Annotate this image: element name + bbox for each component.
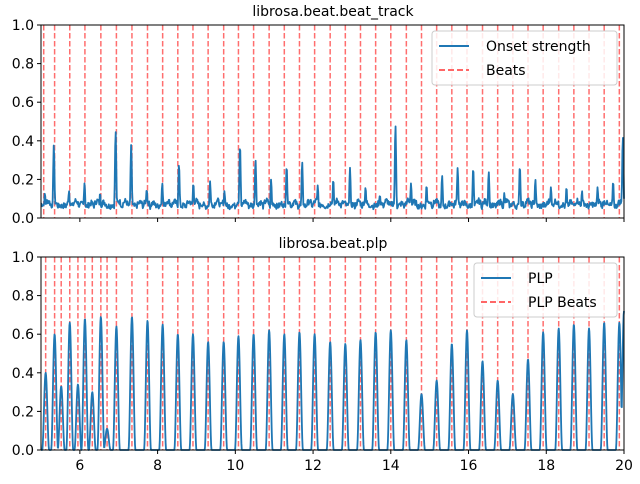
x-tick-label: 14 — [382, 458, 400, 474]
plp-panel: librosa.beat.plp 0.0 0.2 0.4 0.6 0.8 1.0 6 8 10… — [12, 236, 633, 474]
legend: Onset strength Beats — [431, 30, 618, 86]
x-tick-label: 10 — [226, 458, 244, 474]
legend-box — [473, 262, 618, 318]
y-tick-label: 0.0 — [12, 211, 34, 227]
y-tick-label: 0.8 — [12, 289, 34, 305]
y-tick-label: 0.4 — [12, 366, 34, 382]
y-tick-label: 0.0 — [12, 443, 34, 459]
y-tick-label: 0.2 — [12, 404, 34, 420]
onset-strength-line — [40, 125, 625, 211]
legend-label-beats: Beats — [486, 63, 526, 79]
y-tick-label: 0.2 — [12, 172, 34, 188]
x-tick-label: 18 — [537, 458, 555, 474]
panel-title: librosa.beat.plp — [279, 236, 388, 252]
plot-area-frame — [40, 24, 625, 219]
y-tick-label: 0.4 — [12, 134, 34, 150]
panel-title: librosa.beat.beat_track — [252, 4, 414, 20]
y-axis: 0.0 0.2 0.4 0.6 0.8 1.0 — [12, 250, 41, 459]
y-axis: 0.0 0.2 0.4 0.6 0.8 1.0 — [12, 18, 41, 227]
y-tick-label: 1.0 — [12, 250, 34, 266]
x-axis — [79, 218, 625, 222]
plot-area-frame — [40, 256, 625, 451]
x-tick-label: 12 — [304, 458, 322, 474]
y-tick-label: 0.8 — [12, 57, 34, 73]
legend-label-plp-beats: PLP Beats — [528, 295, 597, 311]
y-tick-label: 0.6 — [12, 327, 34, 343]
x-tick-label: 20 — [615, 458, 633, 474]
legend: PLP PLP Beats — [473, 262, 618, 318]
x-tick-label: 6 — [75, 458, 84, 474]
x-axis: 6 8 10 12 14 16 18 20 — [75, 450, 633, 474]
onset-strength-line-group — [40, 125, 625, 211]
legend-label-onset: Onset strength — [486, 39, 591, 55]
legend-label-plp: PLP — [528, 271, 553, 287]
x-tick-label: 8 — [153, 458, 162, 474]
y-tick-label: 0.6 — [12, 95, 34, 111]
x-tick-label: 16 — [460, 458, 478, 474]
onset-strength-panel: librosa.beat.beat_track 0.0 0.2 0.4 0.6 0.8 1… — [12, 4, 625, 227]
legend-box — [431, 30, 618, 86]
y-tick-label: 1.0 — [12, 18, 34, 34]
